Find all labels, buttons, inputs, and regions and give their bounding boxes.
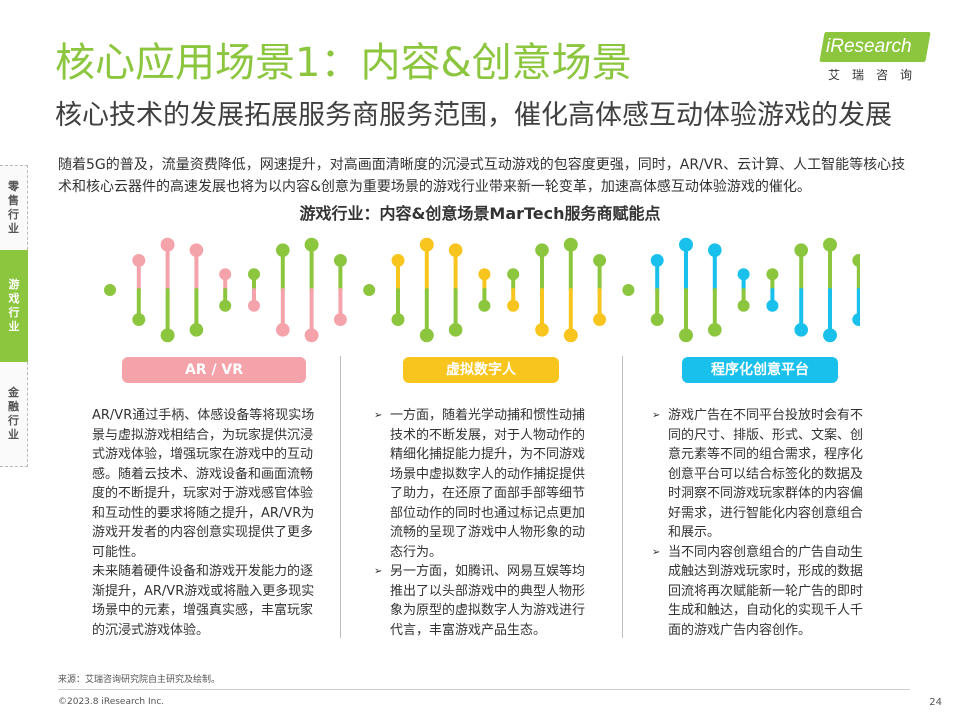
dna-helix-graphic bbox=[104, 237, 860, 343]
logo-text: iResearch bbox=[826, 36, 912, 57]
helix-node bbox=[593, 253, 607, 267]
helix-node bbox=[304, 237, 319, 252]
helix-node bbox=[852, 313, 860, 327]
helix-node bbox=[219, 299, 232, 312]
helix-node bbox=[622, 284, 635, 296]
helix-node bbox=[679, 328, 693, 343]
helix-node bbox=[104, 284, 116, 296]
helix-node bbox=[794, 323, 808, 337]
helix-node bbox=[333, 253, 347, 267]
programmatic-bullet-text: 当不同内容创意组合的广告自动生成触达到游戏玩家时，形成的数据回流将再次赋能新一轮… bbox=[668, 544, 864, 638]
column-divider bbox=[622, 356, 623, 638]
helix-node bbox=[247, 268, 261, 281]
helix-node bbox=[766, 268, 779, 281]
helix-node bbox=[766, 299, 779, 312]
side-tab-gaming[interactable]: 游戏行业 bbox=[0, 250, 28, 362]
helix-node bbox=[650, 313, 664, 327]
source-note: 来源：艾瑞咨询研究院自主研究及绘制。 bbox=[58, 675, 221, 685]
helix-node bbox=[794, 243, 808, 257]
helix-node bbox=[448, 323, 463, 337]
helix-node bbox=[333, 313, 347, 327]
side-tab-retail[interactable]: 零售行业 bbox=[0, 165, 28, 250]
helix-node bbox=[708, 323, 722, 337]
programmatic-bullet: ➢ 游戏广告在不同平台投放时会有不同的尺寸、排版、形式、文案、创意元素等不同的组… bbox=[652, 406, 870, 543]
intro-paragraph: 随着5G的普及，流量资费降低，网速提升，对高画面清晰度的沉浸式互动游戏的包容度更… bbox=[58, 157, 906, 195]
helix-node bbox=[160, 328, 175, 343]
helix-node bbox=[535, 323, 549, 337]
column-digital-human: ➢ 一方面，随着光学动捕和惯性动捕技术的不断发展，对于人物动作的精细化捕捉能力提… bbox=[374, 406, 596, 640]
helix-node bbox=[132, 253, 146, 267]
copyright-text: ©2023.8 iResearch Inc. bbox=[58, 697, 165, 707]
category-pill-ar-vr: AR / VR bbox=[122, 357, 306, 383]
category-pill-digital-human: 虚拟数字人 bbox=[403, 357, 559, 383]
helix-node bbox=[247, 299, 261, 312]
digital-human-bullet: ➢ 另一方面，如腾讯、网易互娱等均推出了以头部游戏中的典型人物形象为原型的虚拟数… bbox=[374, 562, 596, 640]
column-ar-vr: AR/VR通过手柄、体感设备等将现实场景与虚拟游戏相结合，为玩家提供沉浸式游戏体… bbox=[92, 406, 316, 640]
digital-human-bullet-text: 另一方面，如腾讯、网易互娱等均推出了以头部游戏中的典型人物形象为原型的虚拟数字人… bbox=[390, 564, 586, 638]
side-tab-finance[interactable]: 金融行业 bbox=[0, 362, 28, 467]
helix-node bbox=[823, 328, 837, 343]
helix-node bbox=[189, 323, 204, 337]
helix-node bbox=[478, 299, 491, 312]
helix-node bbox=[304, 328, 319, 343]
helix-node bbox=[419, 237, 434, 252]
programmatic-bullet-text: 游戏广告在不同平台投放时会有不同的尺寸、排版、形式、文案、创意元素等不同的组合需… bbox=[668, 408, 864, 540]
helix-node bbox=[391, 313, 405, 327]
helix-node bbox=[276, 243, 290, 257]
ar-vr-paragraph-1: AR/VR通过手柄、体感设备等将现实场景与虚拟游戏相结合，为玩家提供沉浸式游戏体… bbox=[92, 408, 315, 560]
helix-node bbox=[679, 237, 693, 252]
helix-node bbox=[160, 237, 175, 252]
helix-node bbox=[535, 243, 549, 257]
digital-human-bullet: ➢ 一方面，随着光学动捕和惯性动捕技术的不断发展，对于人物动作的精细化捕捉能力提… bbox=[374, 406, 596, 562]
helix-node bbox=[391, 253, 405, 267]
page-number: 24 bbox=[929, 697, 942, 708]
column-divider bbox=[340, 356, 341, 638]
arrow-bullet-icon: ➢ bbox=[374, 410, 383, 421]
helix-node bbox=[737, 299, 750, 312]
helix-node bbox=[852, 253, 860, 267]
helix-node bbox=[708, 243, 722, 257]
ar-vr-paragraph-2: 未来随着硬件设备和游戏开发能力的逐渐提升，AR/VR游戏或将融入更多现实场景中的… bbox=[92, 564, 315, 638]
helix-node bbox=[419, 328, 434, 343]
helix-node bbox=[823, 237, 837, 252]
helix-node bbox=[448, 243, 463, 257]
helix-node bbox=[563, 328, 578, 343]
arrow-bullet-icon: ➢ bbox=[652, 410, 661, 421]
programmatic-bullet: ➢ 当不同内容创意组合的广告自动生成触达到游戏玩家时，形成的数据回流将再次赋能新… bbox=[652, 543, 870, 641]
helix-node bbox=[507, 299, 520, 312]
helix-node bbox=[507, 268, 520, 281]
arrow-bullet-icon: ➢ bbox=[374, 566, 383, 577]
category-pill-programmatic-creative: 程序化创意平台 bbox=[682, 357, 838, 383]
column-programmatic-creative: ➢ 游戏广告在不同平台投放时会有不同的尺寸、排版、形式、文案、创意元素等不同的组… bbox=[652, 406, 870, 640]
helix-node bbox=[563, 237, 578, 252]
page-title: 核心应用场景1：内容&创意场景 bbox=[55, 40, 632, 86]
helix-node bbox=[132, 313, 146, 327]
helix-node bbox=[276, 323, 290, 337]
helix-node bbox=[593, 313, 607, 327]
page-subtitle: 核心技术的发展拓展服务商服务范围，催化高体感互动体验游戏的发展 bbox=[55, 100, 892, 131]
helix-node bbox=[478, 268, 491, 281]
footer-divider bbox=[58, 689, 910, 690]
arrow-bullet-icon: ➢ bbox=[652, 546, 661, 558]
helix-node bbox=[219, 268, 232, 281]
industry-side-tabs: 零售行业 游戏行业 金融行业 bbox=[0, 165, 28, 467]
digital-human-bullet-text: 一方面，随着光学动捕和惯性动捕技术的不断发展，对于人物动作的精细化捕捉能力提升，… bbox=[390, 408, 586, 560]
helix-node bbox=[737, 268, 750, 281]
helix-node bbox=[650, 253, 664, 267]
helix-node bbox=[189, 243, 204, 257]
iresearch-logo: iResearch 艾瑞咨询 bbox=[818, 28, 936, 84]
diagram-title: 游戏行业：内容&创意场景MarTech服务商赋能点 bbox=[299, 204, 661, 223]
logo-cn-text: 艾瑞咨询 bbox=[828, 68, 925, 82]
helix-node bbox=[363, 284, 376, 296]
